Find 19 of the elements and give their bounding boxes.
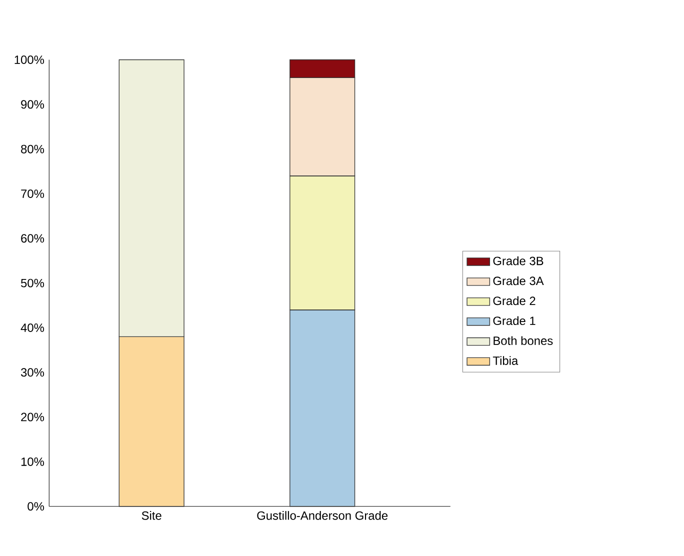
y-tick-label: 0%: [28, 502, 44, 511]
y-tick-label: 50%: [20, 279, 44, 288]
legend-label: Grade 2: [493, 296, 536, 306]
legend-label: Tibia: [492, 356, 518, 366]
legend-label: Grade 1: [493, 316, 536, 326]
y-tick-label: 20%: [21, 413, 44, 422]
y-tick-label: 80%: [21, 145, 44, 154]
y-tick-label: 10%: [21, 458, 44, 466]
y-tick-label: 70%: [21, 190, 44, 198]
y-tick-label: 40%: [20, 324, 44, 332]
y-tick-label: 60%: [21, 234, 44, 243]
y-tick-label: 90%: [21, 100, 44, 109]
legend-label: Both bones: [494, 336, 553, 346]
legend-label: Grade 3B: [493, 256, 544, 266]
y-tick-label: 100%: [14, 56, 44, 64]
x-tick-label: Gustillo-Anderson Grade: [257, 511, 388, 520]
legend-label: Grade 3A: [493, 276, 544, 286]
x-tick-label: Site: [142, 511, 162, 520]
y-tick-label: 30%: [20, 368, 44, 377]
